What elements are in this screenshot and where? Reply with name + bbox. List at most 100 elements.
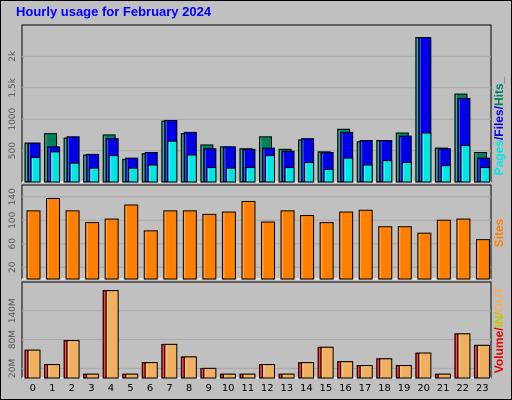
bar-in bbox=[262, 364, 275, 379]
x-tick-label: 10 bbox=[222, 383, 235, 394]
bar-pages bbox=[128, 167, 139, 183]
bar-in bbox=[47, 364, 61, 379]
y-tick-label: 100 bbox=[8, 211, 18, 228]
x-tick-label: 14 bbox=[300, 383, 313, 394]
bar-pages bbox=[147, 164, 158, 183]
x-tick-label: 19 bbox=[398, 383, 411, 394]
bar-in bbox=[476, 344, 490, 379]
bar-pages bbox=[479, 167, 490, 183]
y-tick-label: 140 bbox=[8, 188, 18, 205]
bar-pages bbox=[30, 157, 41, 183]
bar-in bbox=[320, 346, 334, 379]
chart-title: Hourly usage for February 2024 bbox=[16, 4, 212, 19]
bar-sites bbox=[358, 209, 373, 280]
bar-sites bbox=[143, 230, 158, 280]
bar-sites bbox=[202, 213, 217, 280]
bar-pages bbox=[284, 167, 295, 183]
bar-sites bbox=[241, 200, 256, 280]
bar-sites bbox=[397, 226, 412, 280]
bar-sites bbox=[300, 215, 315, 280]
bar-sites bbox=[456, 218, 471, 280]
bar-in bbox=[398, 365, 412, 379]
bar-in bbox=[437, 373, 451, 379]
x-tick-label: 22 bbox=[456, 383, 469, 394]
bar-in bbox=[301, 362, 315, 379]
x-tick-label: 7 bbox=[166, 383, 172, 394]
bar-pages bbox=[108, 155, 119, 183]
x-tick-label: 18 bbox=[378, 383, 391, 394]
side-label-sites: Sites bbox=[492, 218, 506, 247]
x-tick-label: 1 bbox=[49, 383, 55, 394]
bar-pages bbox=[186, 154, 197, 183]
bar-in bbox=[418, 352, 432, 379]
x-tick-label: 20 bbox=[417, 383, 430, 394]
bar-sites bbox=[26, 210, 41, 280]
bar-pages bbox=[382, 160, 393, 183]
y-tick-label: 140M bbox=[8, 298, 18, 323]
x-tick-label: 0 bbox=[30, 383, 36, 394]
bar-sites bbox=[104, 218, 119, 280]
bar-in bbox=[222, 373, 236, 379]
bar-sites bbox=[339, 211, 354, 280]
x-tick-label: 23 bbox=[476, 383, 489, 394]
x-tick-label: 6 bbox=[147, 383, 153, 394]
bar-pages bbox=[245, 167, 256, 183]
bar-sites bbox=[378, 226, 393, 280]
y-tick-label: 80M bbox=[8, 330, 18, 349]
bar-in bbox=[340, 361, 354, 379]
x-tick-label: 16 bbox=[339, 383, 352, 394]
side-label-pages-files-hits: Pages/Files/Hits_ bbox=[492, 76, 506, 175]
bar-sites bbox=[163, 210, 178, 280]
y-tick-label: 1.5k bbox=[8, 77, 18, 97]
bar-pages bbox=[440, 165, 451, 183]
bar-pages bbox=[401, 162, 412, 183]
bar-sites bbox=[85, 222, 100, 280]
x-tick-label: 4 bbox=[108, 383, 114, 394]
bar-in bbox=[379, 358, 393, 379]
y-tick-label: 500 bbox=[8, 142, 18, 159]
bar-in bbox=[66, 340, 80, 379]
bar-pages bbox=[343, 157, 354, 183]
bar-pages bbox=[421, 132, 432, 183]
bar-sites bbox=[46, 198, 61, 280]
bar-pages bbox=[225, 167, 236, 183]
bar-pages bbox=[167, 140, 178, 183]
x-tick-label: 12 bbox=[261, 383, 274, 394]
bar-sites bbox=[417, 232, 432, 280]
x-tick-label: 2 bbox=[69, 383, 75, 394]
y-tick-label: 60 bbox=[8, 238, 18, 250]
bar-in bbox=[144, 362, 158, 379]
bar-pages bbox=[50, 151, 61, 183]
bar-sites bbox=[436, 219, 451, 280]
x-tick-label: 17 bbox=[359, 383, 372, 394]
bar-sites bbox=[280, 210, 295, 280]
bar-in bbox=[164, 343, 178, 379]
y-tick-label: 20 bbox=[8, 261, 18, 273]
bar-pages bbox=[323, 168, 334, 183]
bar-pages bbox=[89, 167, 100, 183]
bar-in bbox=[125, 373, 139, 379]
bar-pages bbox=[304, 162, 315, 183]
side-label-volume-in-out: Volume/IN/OUT bbox=[492, 286, 506, 373]
bar-sites bbox=[65, 210, 80, 280]
x-tick-label: 3 bbox=[88, 383, 94, 394]
bar-in bbox=[183, 356, 197, 379]
bar-in bbox=[105, 290, 119, 379]
x-tick-label: 13 bbox=[280, 383, 293, 394]
bar-in bbox=[457, 333, 471, 379]
bar-sites bbox=[475, 239, 490, 280]
bar-in bbox=[242, 373, 256, 379]
bar-sites bbox=[221, 211, 236, 280]
bar-in bbox=[86, 373, 100, 379]
x-tick-label: 5 bbox=[127, 383, 133, 394]
bar-sites bbox=[261, 221, 275, 280]
bar-pages bbox=[69, 162, 80, 183]
x-tick-label: 21 bbox=[437, 383, 450, 394]
bar-in bbox=[27, 349, 41, 379]
bar-pages bbox=[206, 167, 217, 183]
bar-in bbox=[203, 367, 217, 379]
bar-in bbox=[281, 373, 295, 379]
x-tick-label: 11 bbox=[241, 383, 254, 394]
x-tick-label: 8 bbox=[186, 383, 192, 394]
